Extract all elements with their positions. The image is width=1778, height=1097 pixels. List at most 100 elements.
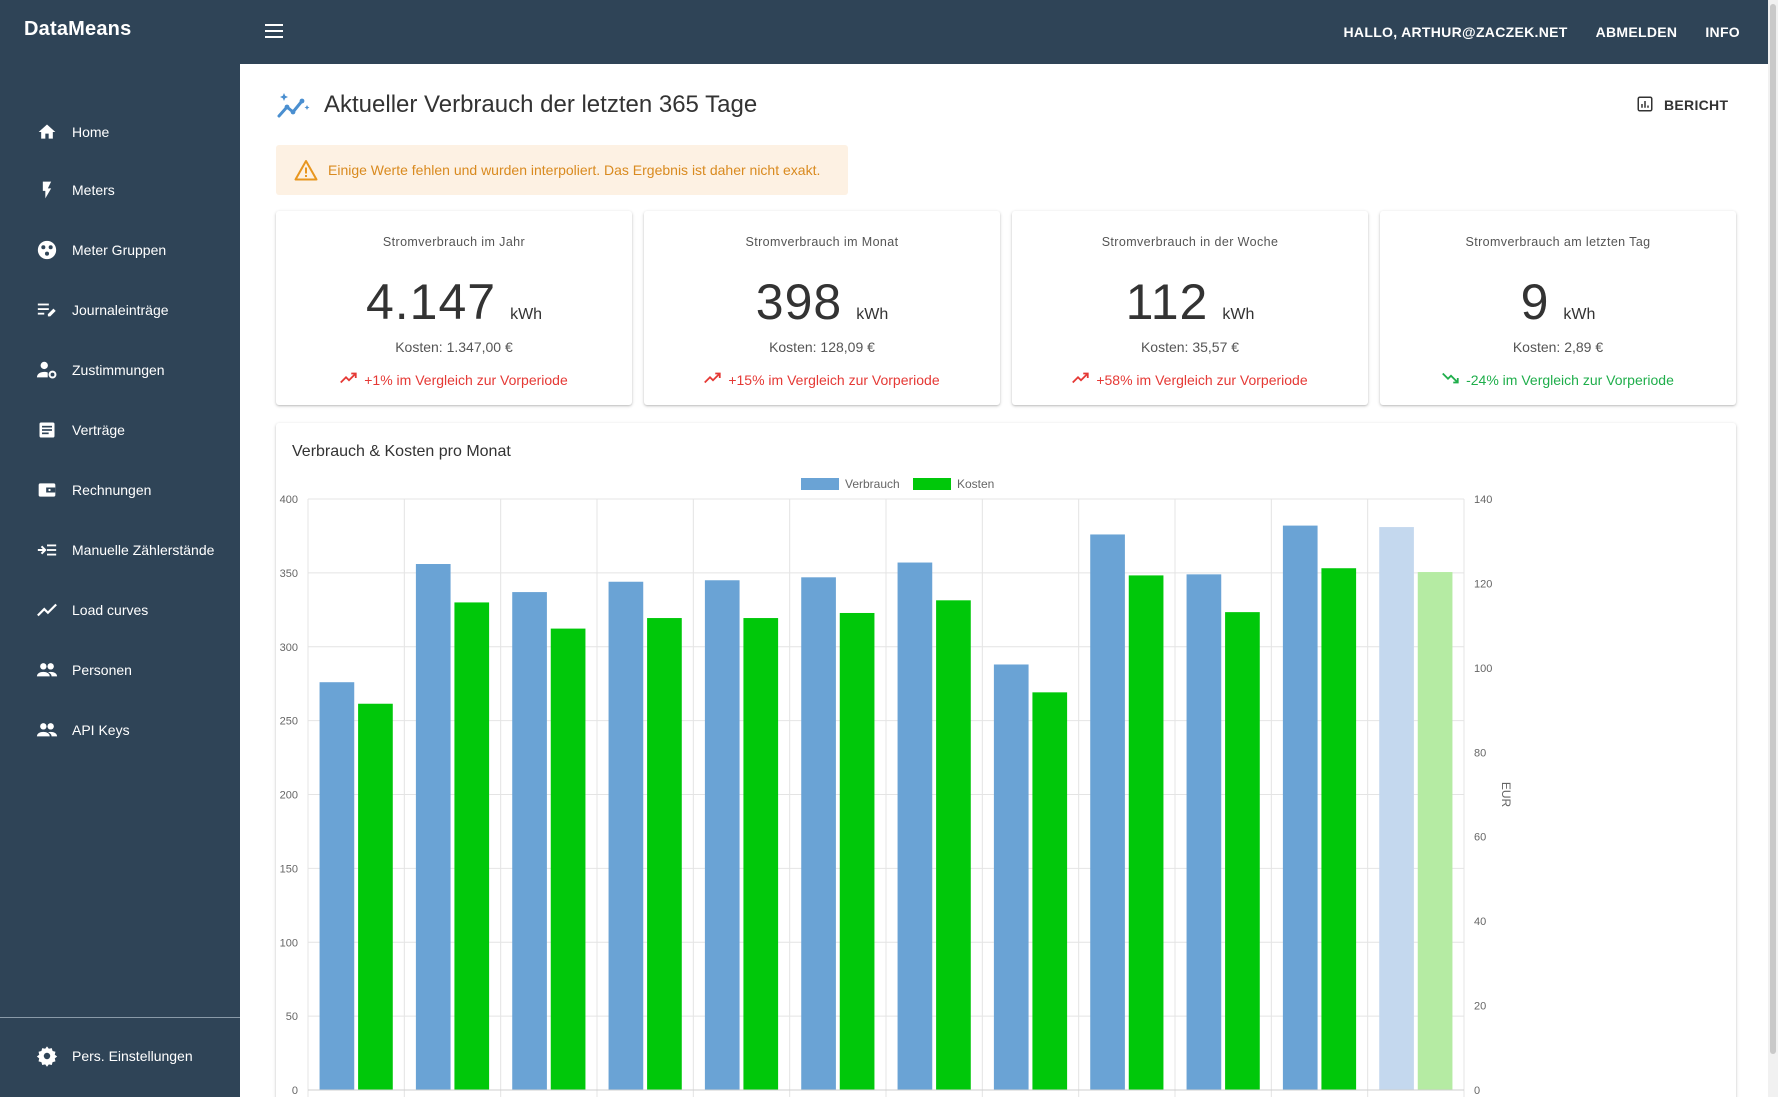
sidebar-item-label: Journaleinträge	[72, 302, 169, 318]
bar-consumption	[1090, 534, 1125, 1090]
y-tick-label: 150	[280, 863, 298, 875]
bar-cost	[743, 618, 779, 1090]
analytics-sparkle-icon	[276, 90, 312, 122]
sidebar-item-label: Meters	[72, 182, 115, 198]
y-tick-label: 100	[280, 937, 298, 949]
page-title: Aktueller Verbrauch der letzten 365 Tage	[324, 91, 758, 118]
report-button[interactable]: BERICHT	[1636, 90, 1728, 120]
sidebar-divider	[0, 1017, 240, 1018]
sidebar-item-label: Manuelle Zählerstände	[72, 542, 215, 558]
page-scrollbar-thumb[interactable]	[1770, 4, 1776, 1054]
bar-consumption	[512, 592, 547, 1090]
report-button-label: BERICHT	[1664, 97, 1729, 113]
legend-label-cost: Kosten	[957, 477, 994, 491]
kpi-card-cost: Kosten: 35,57 €	[1140, 339, 1240, 355]
bar-cost	[1417, 572, 1453, 1090]
wallet-icon	[36, 479, 58, 501]
y-tick-label: 200	[280, 790, 298, 802]
bar-cost	[550, 628, 586, 1090]
sidebar-item-home[interactable]: Home	[0, 108, 240, 156]
document-icon	[36, 419, 58, 441]
bar-cost	[1128, 575, 1164, 1090]
bar-consumption	[415, 564, 451, 1090]
kpi-card-cost: Kosten: 1.347,00 €	[395, 339, 513, 355]
legend-swatch-cost	[913, 478, 951, 490]
y2-tick-label: 40	[1474, 916, 1486, 928]
y-tick-label: 350	[280, 568, 298, 580]
input-list-icon	[36, 539, 58, 561]
chart-title: Verbrauch & Kosten pro Monat	[292, 443, 511, 460]
y-tick-label: 0	[292, 1085, 298, 1097]
sidebar-item-zustimmungen[interactable]: Zustimmungen	[0, 346, 240, 394]
bar-cost	[936, 600, 971, 1090]
sidebar-item-label: Meter Gruppen	[72, 242, 167, 258]
kpi-card-week: Stromverbrauch in der Woche 112 kWh Koste…	[1012, 211, 1368, 405]
user-greeting-link[interactable]: HALLO, ARTHUR@ZACZEK.NET	[1343, 24, 1568, 40]
people-icon	[36, 659, 58, 681]
info-link[interactable]: INFO	[1705, 24, 1740, 40]
trending-line-icon	[36, 599, 58, 621]
trending-up-icon	[704, 371, 722, 388]
sidebar-item-journaleintraege[interactable]: Journaleinträge	[0, 286, 240, 334]
user-settings-icon	[36, 359, 58, 381]
people-icon	[36, 719, 58, 741]
bar-consumption	[704, 580, 740, 1090]
kpi-card-title: Stromverbrauch im Monat	[745, 235, 899, 249]
bar-cost	[358, 703, 393, 1090]
y2-tick-label: 60	[1474, 832, 1486, 844]
kpi-card-year: Stromverbrauch im Jahr 4.147 kWh Kosten: …	[276, 211, 632, 405]
group-circle-icon	[36, 239, 58, 261]
kpi-card-day: Stromverbrauch am letzten Tag 9 kWh Koste…	[1380, 211, 1736, 405]
bar-consumption	[1282, 525, 1318, 1090]
kpi-card-title: Stromverbrauch in der Woche	[1101, 235, 1279, 249]
sidebar-item-label: Verträge	[72, 422, 125, 438]
sidebar-item-vertraege[interactable]: Verträge	[0, 406, 240, 454]
bar-consumption	[319, 682, 355, 1090]
consumption-cost-chart: 0 50 100 150 200 250 300 350 400 0 20 40 60 80 100 120 1…	[280, 477, 1513, 1097]
sidebar-item-label: Personen	[72, 662, 132, 678]
y2-tick-label: 20	[1474, 1001, 1486, 1013]
y2-tick-label: 80	[1474, 747, 1486, 759]
kpi-card-value: 4.147 kWh	[365, 274, 543, 330]
sidebar-item-load-curves[interactable]: Load curves	[0, 586, 240, 634]
y2-tick-label: 140	[1474, 494, 1492, 506]
kpi-card-title: Stromverbrauch im Jahr	[382, 235, 526, 249]
sidebar-item-meter-gruppen[interactable]: Meter Gruppen	[0, 226, 240, 274]
logout-link[interactable]: ABMELDEN	[1595, 24, 1678, 40]
legend-swatch-consumption	[801, 478, 839, 490]
sidebar-item-label: Home	[72, 124, 110, 140]
sidebar-item-manuelle-zaehlerstaende[interactable]: Manuelle Zählerstände	[0, 526, 240, 574]
y-tick-label: 300	[280, 642, 298, 654]
bar-consumption	[1186, 574, 1222, 1090]
bar-cost	[647, 618, 682, 1090]
y-tick-label: 250	[280, 716, 298, 728]
gear-icon	[36, 1045, 58, 1067]
brand-logo[interactable]: DataMeans	[24, 18, 132, 40]
alert-text: Einige Werte fehlen und wurden interpoli…	[328, 162, 821, 178]
hamburger-menu-icon[interactable]	[262, 20, 286, 44]
trending-up-icon	[340, 371, 358, 388]
sidebar-item-personen[interactable]: Personen	[0, 646, 240, 694]
bar-consumption	[993, 664, 1029, 1090]
bar-consumption	[897, 562, 933, 1090]
y-tick-label: 400	[280, 494, 298, 506]
sidebar-item-meters[interactable]: Meters	[0, 166, 240, 214]
trending-down-icon	[1442, 371, 1460, 388]
kpi-card-trend: +58% im Vergleich zur Vorperiode	[1012, 371, 1368, 388]
sidebar-item-settings[interactable]: Pers. Einstellungen	[0, 1032, 240, 1080]
sidebar-item-label: Pers. Einstellungen	[72, 1048, 193, 1064]
home-icon	[36, 121, 58, 143]
top-app-bar: DataMeans HALLO, ARTHUR@ZACZEK.NET ABMEL…	[0, 0, 1768, 64]
sidebar-item-label: API Keys	[72, 722, 130, 738]
bar-cost	[454, 602, 490, 1090]
bar-cost	[839, 612, 875, 1090]
kpi-card-cost: Kosten: 128,09 €	[769, 339, 875, 355]
y2-tick-label: 0	[1474, 1085, 1480, 1097]
kpi-card-trend: -24% im Vergleich zur Vorperiode	[1380, 371, 1736, 388]
sidebar-item-api-keys[interactable]: API Keys	[0, 706, 240, 754]
sidebar-item-rechnungen[interactable]: Rechnungen	[0, 466, 240, 514]
kpi-card-trend: +1% im Vergleich zur Vorperiode	[276, 371, 632, 388]
y-tick-label: 50	[286, 1011, 298, 1023]
bar-cost	[1321, 568, 1357, 1090]
bar-consumption	[1379, 527, 1414, 1090]
